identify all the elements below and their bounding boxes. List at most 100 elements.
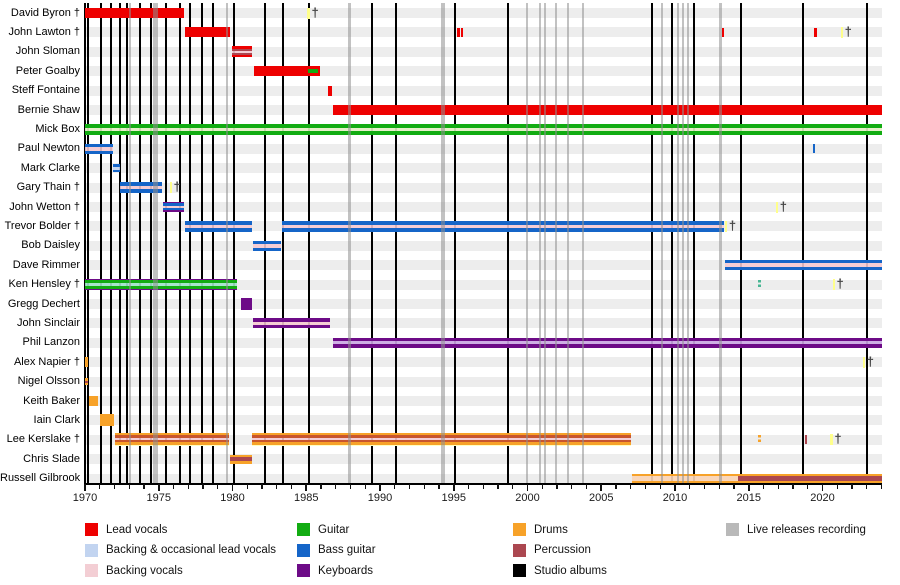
axis-tick <box>84 484 86 491</box>
axis-tick <box>703 484 706 489</box>
bar-stripe <box>307 69 319 74</box>
legend-label: Backing & occasional lead vocals <box>106 544 277 556</box>
live-recording-line <box>544 3 547 483</box>
studio-album-line <box>370 3 373 483</box>
live-recording-line <box>525 3 528 483</box>
bar-stripe <box>231 46 252 49</box>
x-axis-baseline <box>84 483 882 485</box>
legend-label: Percussion <box>534 544 591 556</box>
bar-stripe <box>328 85 332 96</box>
tenure-bar-bass_bv <box>725 259 883 271</box>
bar-stripe <box>85 150 114 155</box>
axis-tick <box>128 484 130 489</box>
death-dagger-icon: † <box>173 179 181 195</box>
bar-stripe <box>85 8 184 18</box>
axis-tick <box>172 484 175 489</box>
axis-tick <box>305 484 308 491</box>
tenure-bar-bass_bv <box>85 143 114 155</box>
bar-stripe <box>253 66 321 77</box>
axis-tick <box>290 484 293 489</box>
bar-stripe <box>88 396 98 406</box>
tenure-bar-drums_block <box>100 414 114 427</box>
axis-tick <box>556 484 558 489</box>
death-year-tick <box>862 356 866 368</box>
axis-tick <box>438 484 440 489</box>
member-name: Iain Clark <box>33 413 80 426</box>
bar-stripe <box>120 185 163 190</box>
axis-year-label: 2005 <box>589 492 614 504</box>
bar-stripe <box>332 337 883 342</box>
member-row-band <box>85 357 882 368</box>
bar-stripe <box>85 131 883 135</box>
member-name: Peter Goalby <box>15 64 80 77</box>
death-dagger-icon: † <box>836 276 844 292</box>
axis-year-label: 2000 <box>515 492 540 504</box>
studio-album-line <box>454 3 457 483</box>
bar-stripe <box>115 437 229 441</box>
bar-stripe <box>281 221 724 225</box>
member-name: Bernie Shaw <box>17 103 80 116</box>
member-name: Keith Baker <box>23 394 80 407</box>
live-recording-line <box>554 3 557 483</box>
guest-appearance-tick <box>758 280 761 290</box>
tenure-bar-guitar_solid <box>307 69 319 74</box>
death-dagger-icon: † <box>866 353 874 369</box>
bar-stripe <box>185 27 231 38</box>
death-year-tick <box>307 7 310 19</box>
legend-swatch <box>85 543 98 557</box>
axis-tick <box>113 484 116 489</box>
member-name: Mick Box <box>35 122 80 135</box>
member-row-band <box>85 202 882 212</box>
legend-swatch <box>726 523 739 536</box>
member-name: Bob Daisley <box>21 239 80 252</box>
bar-stripe <box>281 228 724 232</box>
member-row-band <box>85 46 882 57</box>
axis-tick <box>187 484 189 489</box>
axis-tick <box>482 484 484 489</box>
studio-album-line <box>651 3 654 483</box>
death-year-tick <box>775 201 779 213</box>
bar-stripe <box>229 454 252 458</box>
tenure-bar-lead <box>332 105 883 115</box>
member-row-band <box>85 143 882 154</box>
bar-stripe <box>115 444 229 447</box>
death-year-tick <box>169 182 173 194</box>
bar-stripe <box>115 433 229 436</box>
live-recording-line <box>660 3 663 483</box>
legend-label: Lead vocals <box>106 523 168 536</box>
bar-stripe <box>113 166 120 170</box>
bar-stripe <box>85 143 114 148</box>
death-dagger-icon: † <box>834 431 842 447</box>
tenure-bar-bass_bv <box>253 240 281 252</box>
axis-year-label: 2010 <box>662 492 688 504</box>
member-name: Phil Lanzon <box>22 336 81 349</box>
member-row-band <box>85 182 882 193</box>
axis-year-label: 1980 <box>220 492 245 504</box>
axis-tick <box>217 484 219 489</box>
legend-swatch <box>513 543 526 557</box>
tenure-bar-drums_bv <box>632 473 739 484</box>
legend-swatch <box>297 543 310 557</box>
studio-album-line <box>86 3 89 483</box>
member-row-band <box>85 240 882 251</box>
bar-stripe <box>332 344 883 348</box>
member-row-band <box>85 8 882 18</box>
bar-stripe <box>85 147 114 151</box>
bar-stripe <box>253 324 330 329</box>
tenure-bar-drums_perc_sm <box>85 378 88 386</box>
bar-stripe <box>120 182 163 186</box>
bar-stripe <box>632 476 739 481</box>
death-year-tick <box>840 26 844 38</box>
legend-label: Studio albums <box>534 564 607 577</box>
bar-stripe <box>332 341 883 345</box>
bar-stripe <box>85 124 883 128</box>
tenure-bar-bass_bv <box>281 221 724 232</box>
bar-stripe <box>100 414 114 427</box>
axis-year-label: 1990 <box>367 492 393 504</box>
tenure-bar-drums_full <box>115 433 229 447</box>
death-dagger-icon: † <box>779 198 787 214</box>
axis-tick <box>143 484 145 489</box>
axis-year-label: 2015 <box>736 492 761 504</box>
tenure-bar-keys_guitar_oc <box>85 278 237 291</box>
